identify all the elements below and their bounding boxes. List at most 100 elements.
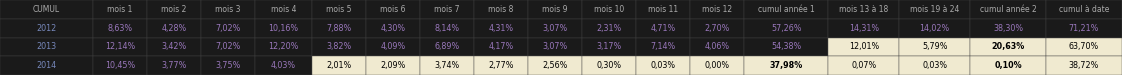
Text: 2,31%: 2,31%: [597, 24, 622, 33]
Text: mois 4: mois 4: [270, 5, 296, 14]
Bar: [366, 0, 420, 19]
Text: 2,09%: 2,09%: [380, 61, 406, 70]
Text: 7,88%: 7,88%: [327, 24, 352, 33]
Bar: [201, 38, 255, 56]
Bar: [201, 56, 255, 75]
Bar: [312, 0, 366, 19]
Text: 63,70%: 63,70%: [1069, 42, 1100, 51]
Bar: [147, 38, 201, 56]
Text: 6,89%: 6,89%: [434, 42, 460, 51]
Bar: [690, 56, 744, 75]
Text: mois 1: mois 1: [107, 5, 132, 14]
Text: 7,14%: 7,14%: [651, 42, 675, 51]
Bar: [900, 56, 971, 75]
Bar: [828, 56, 900, 75]
Bar: [690, 0, 744, 19]
Text: mois 13 à 18: mois 13 à 18: [839, 5, 889, 14]
Text: 71,21%: 71,21%: [1069, 24, 1100, 33]
Text: 7,02%: 7,02%: [215, 42, 240, 51]
Bar: [475, 0, 528, 19]
Bar: [828, 19, 900, 38]
Bar: [1046, 0, 1122, 19]
Text: 12,14%: 12,14%: [104, 42, 135, 51]
Bar: [971, 19, 1046, 38]
Text: CUMUL: CUMUL: [33, 5, 59, 14]
Text: 3,75%: 3,75%: [215, 61, 240, 70]
Text: 54,38%: 54,38%: [771, 42, 801, 51]
Text: 7,02%: 7,02%: [215, 24, 240, 33]
Text: 4,31%: 4,31%: [488, 24, 514, 33]
Text: 0,07%: 0,07%: [852, 61, 876, 70]
Text: 4,03%: 4,03%: [270, 61, 296, 70]
Bar: [900, 19, 971, 38]
Bar: [582, 0, 636, 19]
Text: 2014: 2014: [36, 61, 56, 70]
Bar: [528, 56, 582, 75]
Bar: [420, 19, 475, 38]
Bar: [420, 0, 475, 19]
Bar: [93, 19, 147, 38]
Text: 3,77%: 3,77%: [162, 61, 186, 70]
Text: cumul à date: cumul à date: [1059, 5, 1110, 14]
Bar: [255, 56, 312, 75]
Text: 3,07%: 3,07%: [542, 24, 568, 33]
Bar: [366, 56, 420, 75]
Bar: [147, 19, 201, 38]
Text: 0,03%: 0,03%: [922, 61, 947, 70]
Bar: [971, 0, 1046, 19]
Bar: [312, 38, 366, 56]
Bar: [636, 19, 690, 38]
Text: mois 3: mois 3: [215, 5, 240, 14]
Text: 14,02%: 14,02%: [920, 24, 950, 33]
Bar: [636, 0, 690, 19]
Text: mois 6: mois 6: [380, 5, 406, 14]
Bar: [312, 56, 366, 75]
Bar: [93, 56, 147, 75]
Text: 4,06%: 4,06%: [705, 42, 729, 51]
Text: 5,79%: 5,79%: [922, 42, 947, 51]
Text: 4,28%: 4,28%: [162, 24, 186, 33]
Text: 20,63%: 20,63%: [992, 42, 1024, 51]
Bar: [93, 38, 147, 56]
Bar: [201, 0, 255, 19]
Text: mois 8: mois 8: [488, 5, 514, 14]
Bar: [744, 38, 828, 56]
Bar: [0, 56, 93, 75]
Text: cumul année 2: cumul année 2: [980, 5, 1037, 14]
Text: 4,71%: 4,71%: [651, 24, 675, 33]
Bar: [147, 56, 201, 75]
Text: 37,98%: 37,98%: [770, 61, 803, 70]
Text: mois 19 à 24: mois 19 à 24: [910, 5, 959, 14]
Text: 38,72%: 38,72%: [1069, 61, 1100, 70]
Bar: [690, 19, 744, 38]
Bar: [528, 0, 582, 19]
Text: 0,10%: 0,10%: [994, 61, 1022, 70]
Text: mois 5: mois 5: [327, 5, 352, 14]
Bar: [900, 0, 971, 19]
Text: mois 10: mois 10: [594, 5, 624, 14]
Text: mois 9: mois 9: [542, 5, 568, 14]
Text: 14,31%: 14,31%: [849, 24, 879, 33]
Bar: [312, 19, 366, 38]
Bar: [971, 38, 1046, 56]
Bar: [366, 38, 420, 56]
Text: mois 12: mois 12: [702, 5, 733, 14]
Bar: [1046, 19, 1122, 38]
Text: 0,03%: 0,03%: [651, 61, 675, 70]
Bar: [0, 0, 93, 19]
Text: 8,63%: 8,63%: [108, 24, 132, 33]
Bar: [690, 38, 744, 56]
Bar: [636, 56, 690, 75]
Text: 4,17%: 4,17%: [488, 42, 514, 51]
Bar: [744, 0, 828, 19]
Text: 3,17%: 3,17%: [597, 42, 622, 51]
Bar: [582, 38, 636, 56]
Text: 57,26%: 57,26%: [771, 24, 801, 33]
Bar: [582, 56, 636, 75]
Bar: [582, 19, 636, 38]
Bar: [147, 0, 201, 19]
Bar: [475, 38, 528, 56]
Text: 4,30%: 4,30%: [380, 24, 406, 33]
Bar: [1046, 38, 1122, 56]
Text: mois 11: mois 11: [649, 5, 678, 14]
